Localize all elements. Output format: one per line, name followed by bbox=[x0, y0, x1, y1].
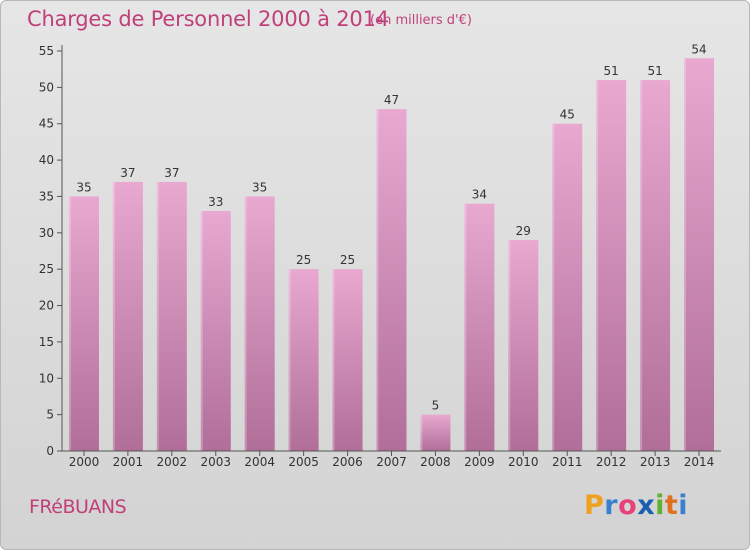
proxiti-logo[interactable]: Proxiti bbox=[584, 490, 688, 521]
y-tick-label: 25 bbox=[39, 262, 54, 276]
x-tick-label: 2011 bbox=[552, 455, 583, 469]
y-tick-label: 0 bbox=[46, 444, 54, 458]
bar-highlight bbox=[112, 181, 115, 451]
bar[interactable] bbox=[244, 196, 275, 451]
bar-highlight bbox=[420, 414, 423, 451]
bar[interactable] bbox=[288, 269, 319, 451]
logo-letter: t bbox=[664, 490, 679, 521]
bar-highlight bbox=[156, 181, 159, 451]
y-tick-label: 55 bbox=[39, 44, 54, 58]
bar[interactable] bbox=[684, 58, 715, 451]
chart-title: Charges de Personnel 2000 à 2014 bbox=[27, 7, 389, 31]
bar-highlight bbox=[332, 269, 335, 451]
bar-value-label: 51 bbox=[604, 64, 619, 78]
x-tick-label: 2014 bbox=[684, 455, 715, 469]
bar-highlight bbox=[640, 80, 643, 451]
logo-letter: i bbox=[678, 490, 689, 521]
bar[interactable] bbox=[112, 181, 143, 451]
bar-highlight bbox=[552, 123, 555, 452]
bars-group bbox=[68, 58, 715, 452]
bar[interactable] bbox=[376, 109, 407, 451]
x-tick-label: 2001 bbox=[113, 455, 144, 469]
bar[interactable] bbox=[508, 240, 539, 451]
logo-letter: P bbox=[584, 490, 605, 521]
bar[interactable] bbox=[596, 80, 627, 451]
bar-value-label: 51 bbox=[647, 64, 662, 78]
bar-highlight bbox=[684, 58, 687, 451]
chart-subtitle: (en milliers d'€) bbox=[370, 13, 472, 28]
bar-value-label: 35 bbox=[76, 180, 91, 194]
x-tick-label: 2006 bbox=[332, 455, 363, 469]
bar-value-label: 35 bbox=[252, 180, 267, 194]
x-tick-label: 2013 bbox=[640, 455, 671, 469]
y-tick-label: 5 bbox=[46, 408, 54, 422]
bar-highlight bbox=[200, 211, 203, 451]
bar-value-label: 37 bbox=[120, 166, 135, 180]
bar[interactable] bbox=[68, 196, 99, 451]
y-tick-label: 15 bbox=[39, 335, 54, 349]
bar-value-label: 54 bbox=[691, 42, 706, 56]
y-tick-label: 10 bbox=[39, 371, 54, 385]
logo-letter: i bbox=[655, 490, 665, 521]
bar-highlight bbox=[68, 196, 71, 451]
bar[interactable] bbox=[332, 269, 363, 451]
y-tick-label: 30 bbox=[39, 226, 54, 240]
bar-value-label: 33 bbox=[208, 195, 223, 209]
x-tick-label: 2005 bbox=[288, 455, 319, 469]
bar-value-label: 25 bbox=[296, 253, 311, 267]
bar[interactable] bbox=[200, 211, 231, 451]
bar-value-label: 34 bbox=[472, 188, 487, 202]
commune-name: FRéBUANS bbox=[29, 496, 127, 518]
bar-highlight bbox=[376, 109, 379, 451]
bar-value-label: 5 bbox=[432, 399, 440, 413]
logo-letter: o bbox=[618, 490, 638, 521]
bar[interactable] bbox=[464, 203, 495, 451]
y-tick-label: 20 bbox=[39, 299, 54, 313]
x-tick-label: 2004 bbox=[244, 455, 275, 469]
x-tick-label: 2012 bbox=[596, 455, 627, 469]
bar[interactable] bbox=[156, 181, 187, 451]
x-tick-label: 2010 bbox=[508, 455, 539, 469]
y-tick-label: 45 bbox=[39, 117, 54, 131]
y-tick-label: 40 bbox=[39, 153, 54, 167]
logo-letter: r bbox=[604, 490, 619, 521]
logo-letter: x bbox=[637, 490, 656, 521]
bar-highlight bbox=[244, 196, 247, 451]
bar-value-label: 37 bbox=[164, 166, 179, 180]
axes-group bbox=[57, 45, 721, 456]
bar-highlight bbox=[596, 80, 599, 451]
bar-highlight bbox=[288, 269, 291, 451]
y-tick-label: 35 bbox=[39, 189, 54, 203]
bar[interactable] bbox=[552, 123, 583, 452]
bar[interactable] bbox=[640, 80, 671, 451]
y-tick-label: 50 bbox=[39, 80, 54, 94]
x-tick-label: 2002 bbox=[157, 455, 188, 469]
x-tick-label: 2000 bbox=[69, 455, 100, 469]
bar-value-label: 29 bbox=[516, 224, 531, 238]
x-tick-label: 2003 bbox=[200, 455, 231, 469]
x-tick-label: 2007 bbox=[376, 455, 407, 469]
bar-value-label: 47 bbox=[384, 93, 399, 107]
bar-highlight bbox=[508, 240, 511, 451]
labels-group: 0 5 10 15 20 25 30 35 40 45 50 55 35 2000 37 2001 37 2002… bbox=[39, 42, 715, 469]
x-tick-label: 2008 bbox=[420, 455, 451, 469]
x-tick-label: 2009 bbox=[464, 455, 495, 469]
bar-value-label: 25 bbox=[340, 253, 355, 267]
bar-highlight bbox=[464, 203, 467, 451]
bar[interactable] bbox=[420, 414, 451, 451]
bar-value-label: 45 bbox=[560, 108, 575, 122]
